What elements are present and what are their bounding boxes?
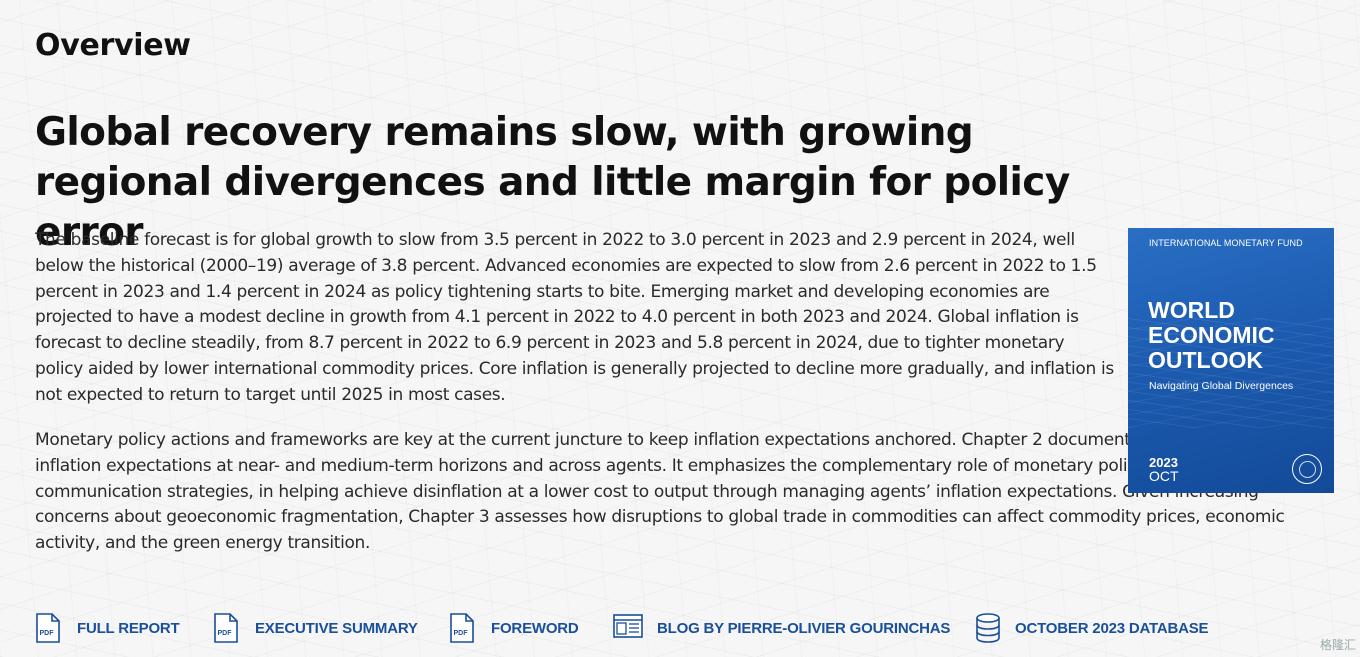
cover-subtitle: Navigating Global Divergences: [1149, 380, 1294, 392]
section-title: Overview: [35, 28, 191, 63]
blog-link[interactable]: BLOG BY PIERRE-OLIVIER GOURINCHAS: [613, 612, 950, 644]
blog-label: BLOG BY PIERRE-OLIVIER GOURINCHAS: [657, 619, 951, 637]
page-headline: Global recovery remains slow, with growi…: [35, 110, 1070, 255]
cover-title-line-2: ECONOMIC: [1148, 322, 1275, 348]
imf-seal-icon: [1292, 454, 1322, 484]
overview-paragraph-2: Monetary policy actions and frameworks a…: [35, 430, 1333, 554]
full-report-label: FULL REPORT: [77, 619, 180, 637]
cover-title: WORLD ECONOMIC OUTLOOK: [1148, 298, 1275, 373]
executive-summary-link[interactable]: PDF EXECUTIVE SUMMARY: [213, 612, 418, 644]
download-links: PDF FULL REPORT PDF EXECUTIVE SUMMARY PD…: [35, 612, 1335, 644]
cover-year: 2023: [1149, 455, 1178, 470]
database-link[interactable]: OCTOBER 2023 DATABASE: [975, 612, 1209, 644]
database-icon: [975, 613, 1001, 643]
pdf-icon-label: PDF: [218, 630, 233, 637]
pdf-icon-label: PDF: [40, 630, 55, 637]
cover-org-name: INTERNATIONAL MONETARY FUND: [1149, 238, 1303, 248]
watermark: 格隆汇: [1319, 638, 1356, 652]
foreword-link[interactable]: PDF FOREWORD: [449, 612, 579, 644]
weo-cover-image[interactable]: INTERNATIONAL MONETARY FUND WORLD ECONOM…: [1128, 228, 1334, 493]
blog-icon: [613, 613, 643, 643]
cover-month: OCT: [1149, 468, 1179, 484]
executive-summary-label: EXECUTIVE SUMMARY: [255, 619, 418, 637]
overview-paragraph-1: The baseline forecast is for global grow…: [35, 230, 1114, 405]
cover-title-line-1: WORLD: [1148, 297, 1235, 323]
pdf-icon: PDF: [35, 613, 63, 643]
pdf-icon: PDF: [449, 613, 477, 643]
cover-title-line-3: OUTLOOK: [1148, 347, 1263, 373]
pdf-icon-label: PDF: [454, 630, 469, 637]
pdf-icon: PDF: [213, 613, 241, 643]
database-label: OCTOBER 2023 DATABASE: [1015, 619, 1209, 637]
foreword-label: FOREWORD: [491, 619, 579, 637]
full-report-link[interactable]: PDF FULL REPORT: [35, 612, 180, 644]
